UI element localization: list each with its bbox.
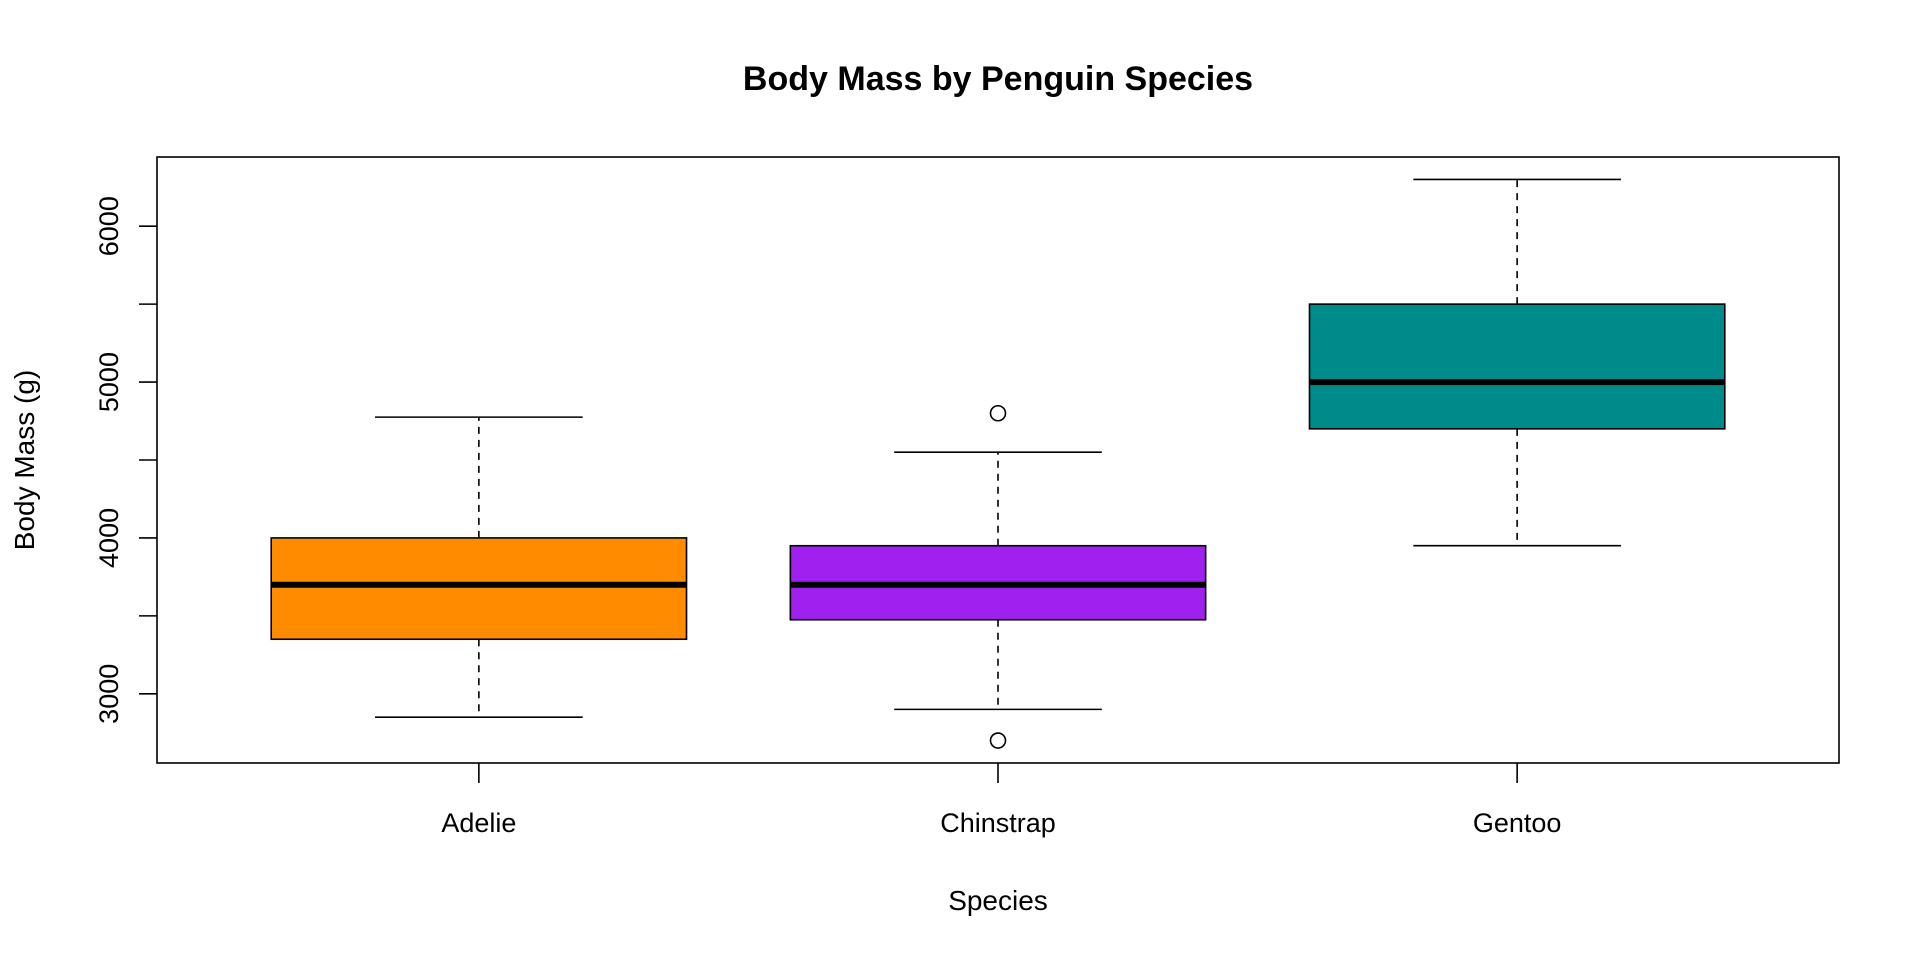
- y-axis-label: Body Mass (g): [9, 370, 40, 551]
- box-adelie: [270, 537, 688, 641]
- y-tick-label: 5000: [94, 352, 124, 412]
- x-tick-label: Adelie: [441, 808, 516, 838]
- box-gentoo: [1308, 303, 1726, 430]
- y-tick-label: 6000: [94, 196, 124, 256]
- outlier-point: [989, 404, 1007, 422]
- chart-title: Body Mass by Penguin Species: [743, 60, 1253, 98]
- y-tick-label: 4000: [94, 508, 124, 568]
- x-tick-label: Chinstrap: [940, 808, 1056, 838]
- outlier-point: [989, 732, 1007, 749]
- x-axis-label: Species: [948, 885, 1048, 916]
- x-tick-label: Gentoo: [1473, 808, 1562, 838]
- y-tick-label: 3000: [94, 664, 124, 724]
